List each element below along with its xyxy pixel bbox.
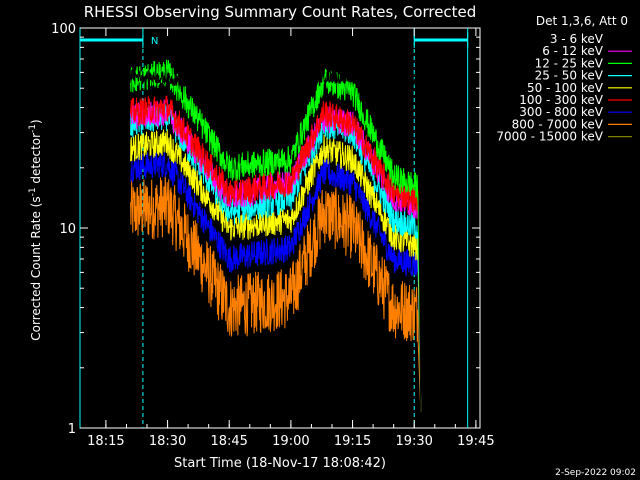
series-line-4 (130, 129, 422, 413)
legend-entry-1: 6 - 12 keV (542, 44, 604, 58)
interval-label: N (151, 36, 158, 47)
y-axis-label-sup2: -1 (28, 124, 38, 133)
x-axis-label: Start Time (18-Nov-17 18:08:42) (174, 456, 386, 471)
axis-layer: 18:15 18:30 18:45 19:00 19:15 19:30 19:45 1 10 10… (51, 22, 494, 449)
x-tick-label: 19:15 (334, 434, 371, 449)
y-axis-label: Corrected Count Rate (s-1 detector-1) (28, 119, 43, 340)
legend-entry-8: 7000 - 15000 keV (496, 130, 603, 144)
series-layer (130, 59, 422, 420)
legend-header: Det 1,3,6, Att 0 (536, 14, 628, 28)
y-axis-label-mid: detector (29, 133, 43, 188)
x-tick-label: 18:15 (87, 434, 124, 449)
legend-entry-7: 800 - 7000 keV (512, 117, 604, 131)
x-tick-label: 19:45 (457, 434, 494, 449)
series-line-6 (130, 152, 422, 413)
legend-entry-4: 50 - 100 keV (527, 81, 604, 95)
y-axis-label-main: Corrected Count Rate (s (29, 196, 43, 340)
chart-title: RHESSI Observing Summary Count Rates, Co… (84, 3, 477, 21)
series-line-2 (130, 59, 422, 413)
x-tick-label: 19:30 (395, 434, 432, 449)
x-tick-label: 19:00 (272, 434, 309, 449)
footer-date: 2-Sep-2022 09:02 (555, 468, 636, 478)
series-line-5 (130, 95, 422, 413)
legend-entry-2: 12 - 25 keV (535, 56, 604, 70)
legend-entry-5: 100 - 300 keV (519, 93, 603, 107)
y-tick-label: 100 (51, 22, 76, 37)
series-line-0 (130, 69, 422, 420)
series-line-7 (130, 173, 422, 413)
x-tick-label: 18:45 (210, 434, 247, 449)
y-axis-label-sup1: -1 (28, 187, 38, 196)
y-axis-label-end: ) (29, 119, 43, 124)
legend-entry-0: 3 - 6 keV (550, 32, 604, 46)
legend-entry-3: 25 - 50 keV (535, 69, 604, 83)
legend-entry-6: 300 - 800 keV (519, 105, 603, 119)
x-tick-label: 18:30 (149, 434, 186, 449)
y-tick-label: 1 (68, 422, 76, 437)
y-tick-label: 10 (59, 222, 76, 237)
